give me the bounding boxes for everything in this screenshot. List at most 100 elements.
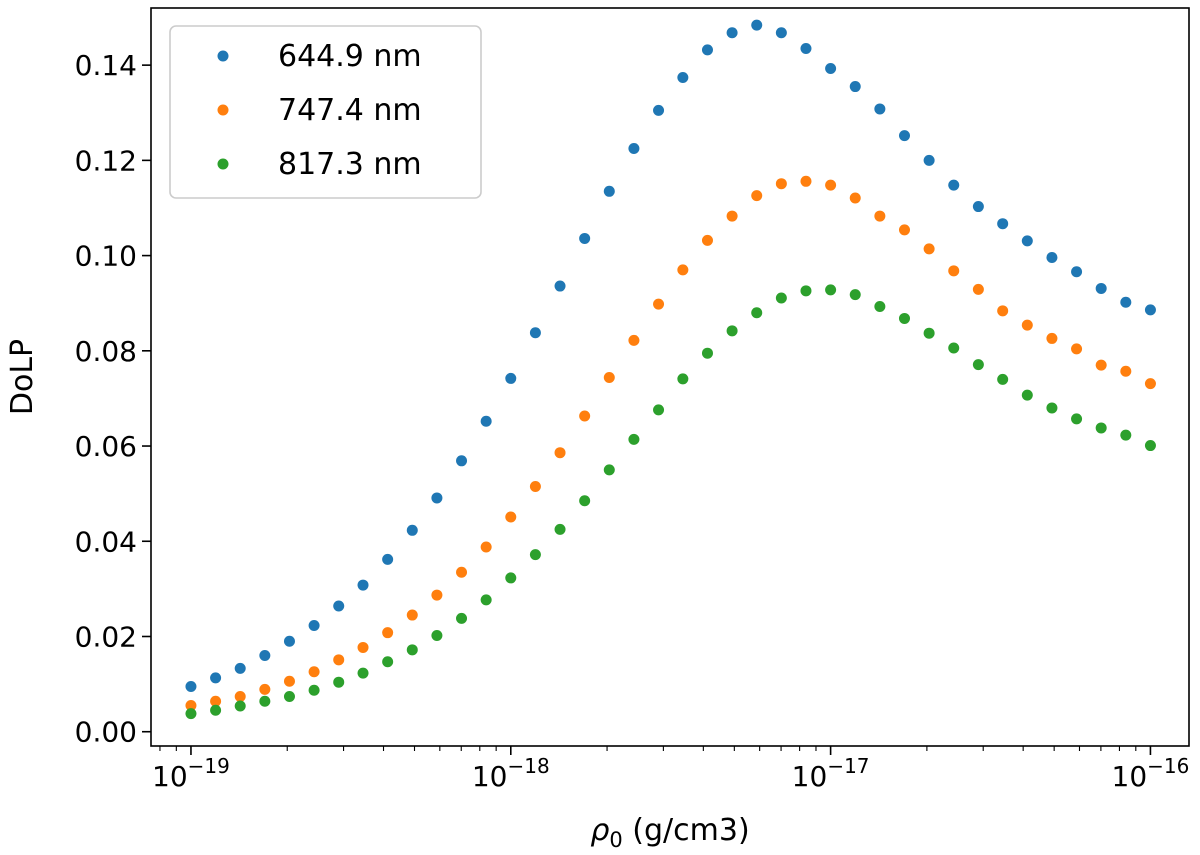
point-747-4-nm-1 <box>210 695 222 707</box>
point-817-3-nm-4 <box>283 690 295 702</box>
point-817-3-nm-36 <box>1071 413 1083 425</box>
y-tick-label-5: 0.10 <box>75 240 137 273</box>
point-817-3-nm-23 <box>751 307 763 319</box>
point-747-4-nm-34 <box>1021 319 1033 331</box>
axis-ticks: 0.00 0.02 0.04 0.06 0.08 0.10 0.12 0.14 10−19 10−… <box>75 49 1190 793</box>
legend: 644.9 nm 747.4 nm 817.3 nm <box>169 25 482 199</box>
x-tick-label-1: 10−18 <box>472 754 550 793</box>
point-817-3-nm-6 <box>333 676 345 688</box>
x-axis-label: ρ0 (g/cm3) <box>590 813 749 852</box>
y-tick-label-7: 0.14 <box>75 49 137 82</box>
point-644-9-nm-39 <box>1144 304 1156 316</box>
point-817-3-nm-11 <box>456 612 468 624</box>
point-747-4-nm-27 <box>849 192 861 204</box>
point-747-4-nm-32 <box>972 283 984 295</box>
y-tick-label-4: 0.08 <box>75 335 137 368</box>
point-817-3-nm-21 <box>701 347 713 359</box>
point-817-3-nm-3 <box>259 695 271 707</box>
plot-frame <box>150 7 1190 747</box>
y-tick-label-1: 0.02 <box>75 620 137 653</box>
legend-label-817-3-nm: 817.3 nm <box>278 147 422 182</box>
x-tick-label-3: 10−16 <box>1112 754 1190 793</box>
point-747-4-nm-26 <box>825 179 837 191</box>
point-644-9-nm-35 <box>1046 251 1058 263</box>
point-747-4-nm-11 <box>456 566 468 578</box>
point-817-3-nm-39 <box>1144 440 1156 452</box>
point-817-3-nm-2 <box>234 700 246 712</box>
chart-marks <box>185 19 1156 720</box>
point-644-9-nm-29 <box>898 130 910 142</box>
legend-marker-644-9-nm <box>217 50 229 62</box>
point-747-4-nm-23 <box>751 190 763 202</box>
point-644-9-nm-20 <box>677 72 689 84</box>
point-644-9-nm-34 <box>1021 235 1033 247</box>
y-tick-label-3: 0.06 <box>75 430 137 463</box>
y-tick-label-6: 0.12 <box>75 144 137 177</box>
point-747-4-nm-20 <box>677 264 689 276</box>
point-644-9-nm-14 <box>529 327 541 339</box>
point-644-9-nm-0 <box>185 680 197 692</box>
point-644-9-nm-15 <box>554 280 566 292</box>
point-817-3-nm-19 <box>653 404 665 416</box>
x-axis-label-symbol: ρ <box>590 813 609 848</box>
point-644-9-nm-26 <box>825 62 837 74</box>
point-817-3-nm-38 <box>1120 429 1132 441</box>
point-747-4-nm-17 <box>603 371 615 383</box>
point-644-9-nm-28 <box>874 103 886 115</box>
point-644-9-nm-2 <box>234 662 246 674</box>
point-817-3-nm-1 <box>210 704 222 716</box>
point-644-9-nm-21 <box>701 44 713 56</box>
point-747-4-nm-31 <box>948 265 960 277</box>
point-817-3-nm-35 <box>1046 402 1058 414</box>
point-817-3-nm-17 <box>603 464 615 476</box>
point-644-9-nm-22 <box>726 27 738 39</box>
point-747-4-nm-4 <box>283 675 295 687</box>
point-644-9-nm-1 <box>210 672 222 684</box>
point-747-4-nm-10 <box>431 589 443 601</box>
point-644-9-nm-9 <box>406 524 418 536</box>
point-817-3-nm-15 <box>554 523 566 535</box>
point-747-4-nm-13 <box>505 511 517 523</box>
point-817-3-nm-20 <box>677 373 689 385</box>
point-644-9-nm-31 <box>948 179 960 191</box>
point-747-4-nm-39 <box>1144 378 1156 390</box>
point-747-4-nm-6 <box>333 654 345 666</box>
point-817-3-nm-14 <box>529 549 541 561</box>
point-644-9-nm-36 <box>1071 266 1083 278</box>
point-644-9-nm-23 <box>751 19 763 31</box>
point-747-4-nm-12 <box>480 541 492 553</box>
point-644-9-nm-18 <box>628 142 640 154</box>
point-747-4-nm-7 <box>357 641 369 653</box>
point-644-9-nm-38 <box>1120 296 1132 308</box>
y-axis-label: DoLP <box>5 339 40 415</box>
point-747-4-nm-19 <box>653 298 665 310</box>
point-747-4-nm-16 <box>579 410 591 422</box>
point-644-9-nm-25 <box>800 42 812 54</box>
point-747-4-nm-28 <box>874 210 886 222</box>
point-644-9-nm-19 <box>653 104 665 116</box>
point-644-9-nm-6 <box>333 600 345 612</box>
legend-box <box>169 25 482 199</box>
point-817-3-nm-25 <box>800 285 812 297</box>
point-817-3-nm-27 <box>849 289 861 301</box>
point-817-3-nm-12 <box>480 594 492 606</box>
y-tick-label-0: 0.00 <box>75 716 137 749</box>
point-644-9-nm-16 <box>579 232 591 244</box>
x-tick-label-0: 10−19 <box>152 754 230 793</box>
legend-label-644-9-nm: 644.9 nm <box>278 39 422 74</box>
point-817-3-nm-22 <box>726 325 738 337</box>
point-817-3-nm-34 <box>1021 389 1033 401</box>
x-tick-label-2: 10−17 <box>792 754 870 793</box>
point-747-4-nm-38 <box>1120 365 1132 377</box>
point-747-4-nm-35 <box>1046 332 1058 344</box>
point-644-9-nm-11 <box>456 455 468 467</box>
point-817-3-nm-26 <box>825 284 837 296</box>
point-747-4-nm-9 <box>406 609 418 621</box>
point-817-3-nm-18 <box>628 433 640 445</box>
point-817-3-nm-16 <box>579 495 591 507</box>
legend-label-747-4-nm: 747.4 nm <box>278 93 422 128</box>
point-747-4-nm-29 <box>898 224 910 236</box>
point-644-9-nm-13 <box>505 372 517 384</box>
point-747-4-nm-2 <box>234 690 246 702</box>
